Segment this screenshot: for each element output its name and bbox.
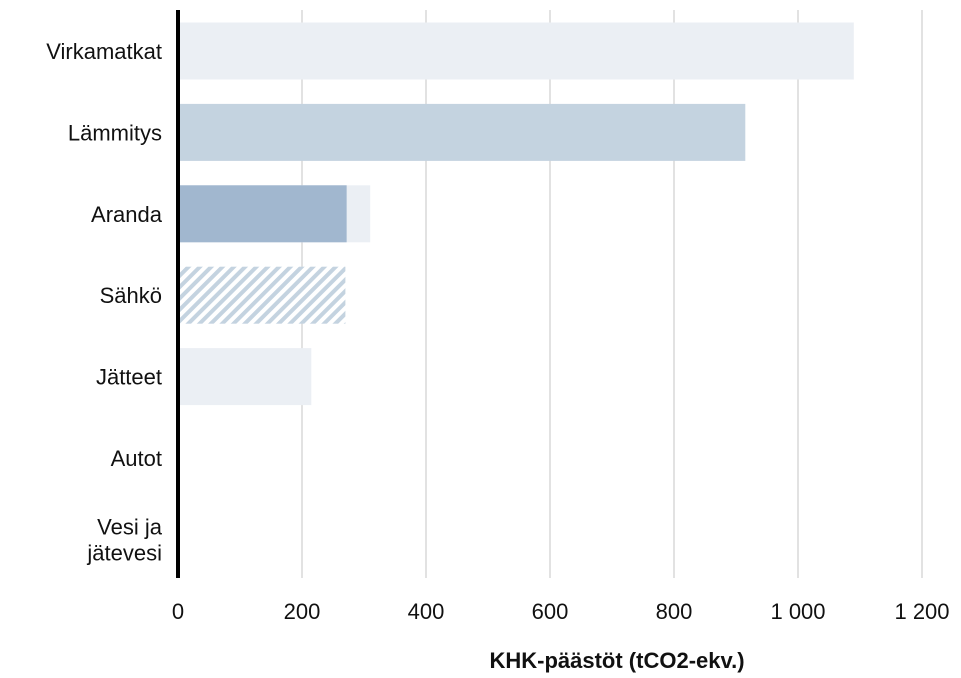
category-label: Jätteet: [96, 365, 162, 390]
category-label: Autot: [111, 446, 162, 471]
gridlines: [301, 10, 923, 578]
x-tick-label: 1 200: [894, 599, 949, 624]
category-label: Vesi ja: [97, 514, 163, 539]
x-tick-labels: 0 200 400 600 800 1 000 1 200: [172, 599, 950, 624]
x-tick-label: 400: [408, 599, 445, 624]
category-label: Lämmitys: [68, 120, 162, 145]
x-axis-title: KHK-päästöt (tCO2-ekv.): [489, 648, 744, 673]
category-labels: Virkamatkat Lämmitys Aranda Sähkö Jätteet Aut…: [46, 39, 163, 565]
bar-jätteet-5: [178, 348, 312, 406]
x-tick-label: 600: [532, 599, 569, 624]
x-tick-label: 800: [656, 599, 693, 624]
category-label: jätevesi: [86, 540, 162, 565]
x-tick-label: 0: [172, 599, 184, 624]
x-tick-label: 200: [284, 599, 321, 624]
bar-virkamatkat-0: [178, 22, 854, 80]
bar-sähkö-4: [178, 266, 346, 324]
category-label: Sähkö: [100, 283, 162, 308]
x-tick-label: 1 000: [770, 599, 825, 624]
bar-aranda-3: [178, 185, 347, 243]
category-label: Aranda: [91, 202, 163, 227]
bars: [178, 22, 854, 406]
bar-lämmitys-1: [178, 103, 746, 161]
category-label: Virkamatkat: [46, 39, 162, 64]
